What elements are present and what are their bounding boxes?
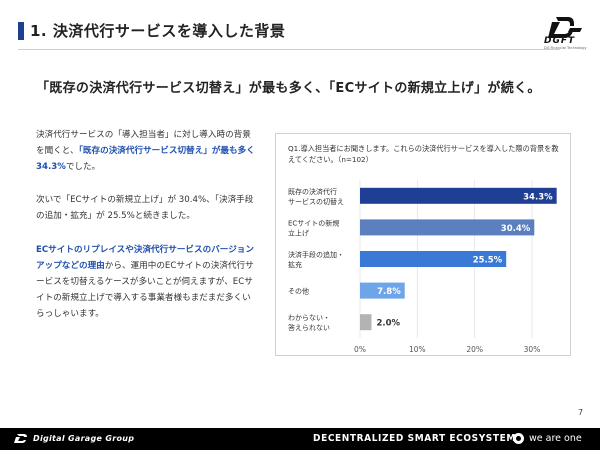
header: 1. 決済代行サービスを導入した背景 DGFT DG Financial Tec… [0, 0, 600, 55]
data-label: 25.5% [473, 256, 503, 266]
title-divider [18, 49, 560, 50]
category-label: 既存の決済代行サービスの切替え [288, 187, 344, 206]
data-label: 2.0% [376, 319, 400, 329]
x-tick-label: 30% [524, 345, 541, 354]
body-p3-text: から、運用中のECサイトの決済代行サービスを切替えるケースが多いことが伺えますが… [36, 261, 254, 319]
bar [360, 282, 405, 299]
dg-mark-icon [14, 434, 27, 443]
slide-subtitle: 「既存の決済代行サービス切替え」が最も多く、「ECサイトの新規立上げ」が続く。 [36, 81, 541, 96]
circle-logo-icon [513, 433, 524, 444]
category-label: わからない・答えられない [288, 314, 330, 332]
dgft-logo-icon [548, 17, 582, 38]
page-title: 1. 決済代行サービスを導入した背景 [30, 22, 286, 40]
bar-chart: 0% 10% 20% 30% 既存の決済代行サービスの切替え 34.3% ECサイトの新規立… [288, 180, 557, 354]
footer-tagline: DECENTRALIZED SMART ECOSYSTEMS [313, 433, 524, 444]
body-paragraph-3: ECサイトのリプレイスや決済代行サービスのバージョンアップなどの理由から、運用中… [36, 242, 258, 322]
footer: Digital Garage Group DECENTRALIZED SMART… [0, 428, 600, 450]
chart-panel: Q1.導入担当者にお聞きします。これらの決済代行サービスを導入した際の背景を教え… [275, 133, 571, 356]
body-p3-highlight: ECサイトのリプレイスや決済代行サービスのバージョンアップなどの理由 [36, 245, 254, 271]
category-label: ECサイトの新規立上げ [288, 218, 339, 237]
logo-text: DGFT [544, 36, 576, 46]
footer-company-name: Digital Garage Group [33, 434, 135, 443]
category-label: その他 [288, 287, 309, 296]
page-number: 7 [578, 408, 584, 417]
body-p1-text: 決済代行サービスの「導入担当者」に対し導入時の背景を聞くと、 [36, 130, 251, 156]
bar [360, 251, 507, 267]
data-label: 30.4% [501, 224, 531, 234]
bar [360, 219, 535, 236]
bar [360, 314, 372, 331]
chart-title: Q1.導入担当者にお聞きします。これらの決済代行サービスを導入した際の背景を教え… [288, 144, 559, 164]
body-paragraph-2: 次いで「ECサイトの新規立上げ」が 30.4%、「決済手段の追加・拡充」が 25… [36, 195, 254, 221]
body-p1-end: でした。 [65, 162, 101, 172]
title-accent-bar [18, 22, 24, 40]
data-label: 34.3% [523, 192, 553, 202]
logo-subtext: DG Financial Technology [544, 46, 587, 50]
footer-slogan: we are one [529, 433, 582, 444]
bar [360, 187, 557, 204]
category-label: 決済手段の追加・拡充 [288, 250, 344, 269]
data-label: 7.8% [377, 287, 401, 297]
x-tick-label: 10% [409, 345, 426, 354]
x-tick-label: 20% [466, 345, 483, 354]
body-paragraph-1: 決済代行サービスの「導入担当者」に対し導入時の背景を聞くと、「既存の決済代行サー… [36, 127, 258, 175]
body-p1-highlight: 「既存の決済代行サービス切替え」が最も多く 34.3% [36, 146, 255, 172]
x-tick-label: 0% [354, 345, 366, 354]
